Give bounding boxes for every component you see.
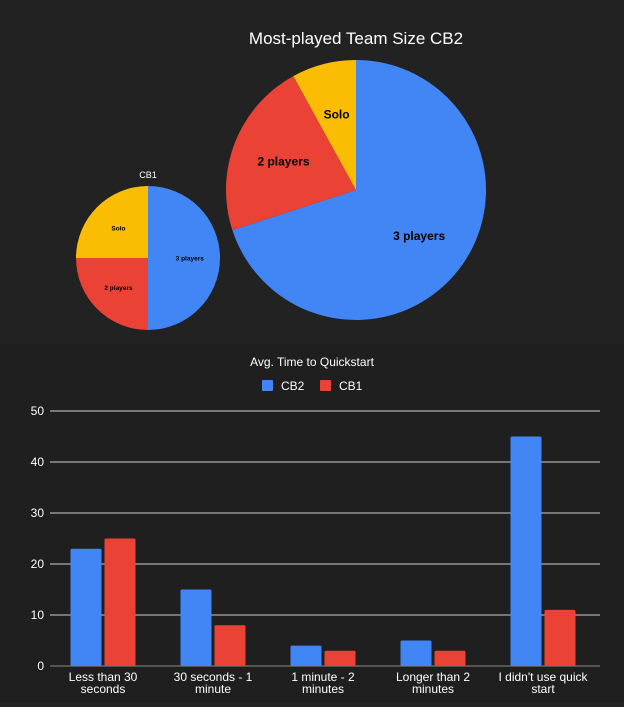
bar-cb2 [400,640,432,666]
bar-cb1 [214,625,246,666]
pie-slice-solo [293,60,356,190]
bar-cb2 [180,589,212,666]
pie-cb2-title: Most-played Team Size CB2 [249,29,463,48]
pie-slice-label: Solo [324,108,350,122]
y-tick-label: 40 [31,455,45,469]
pie-slice-label: 2 players [257,154,309,168]
x-category-label: 30 seconds - 1 [174,670,253,684]
bar-cb2 [510,436,542,666]
bar-cb1 [544,609,576,666]
pie-cb1-title: CB1 [139,170,157,180]
pie-slice-label: 2 players [104,285,133,292]
x-category-label: minutes [412,682,454,696]
bar-chart-title: Avg. Time to Quickstart [250,355,374,369]
bar-cb1 [324,650,356,666]
y-axis-ticks: 0 10 20 30 40 50 [31,404,45,673]
bar-chart-bars [70,436,576,666]
pie-cb1: 3 players 2 players Solo [76,186,220,330]
legend-swatch-cb2 [262,380,273,391]
x-category-label: Longer than 2 [396,670,470,684]
y-tick-label: 50 [31,404,45,418]
pie-charts-svg: Most-played Team Size CB2 CB1 3 players 2… [76,29,486,330]
bar-chart-panel: Avg. Time to Quickstart CB2 CB1 0 10 20 30 40… [0,344,624,702]
pie-cb2: 3 players 2 players Solo [226,60,486,320]
pie-slice-solo [76,186,148,258]
legend-label-cb1: CB1 [339,379,363,393]
x-category-label: start [531,682,555,696]
bar-cb1 [104,538,136,666]
bar-chart-svg: Avg. Time to Quickstart CB2 CB1 0 10 20 30 40… [31,355,600,696]
legend-swatch-cb1 [320,380,331,391]
bar-cb2 [70,548,102,666]
x-category-label: I didn't use quick [498,670,588,684]
pie-slice-3-players [148,186,220,330]
bar-cb2 [290,645,322,666]
pie-slice-label: 3 players [393,229,445,243]
x-category-label: 1 minute - 2 [291,670,355,684]
pie-charts-panel: Most-played Team Size CB2 CB1 3 players 2… [0,0,624,348]
x-category-label: Less than 30 [69,670,138,684]
bar-cb1 [434,650,466,666]
pie-slice-label: 3 players [176,255,205,262]
x-category-label: seconds [81,682,126,696]
bar-chart-grid [50,410,600,667]
y-tick-label: 10 [31,608,45,622]
y-tick-label: 30 [31,506,45,520]
pie-slice-3-players [232,60,486,320]
pie-slice-2-players [76,258,148,330]
legend-label-cb2: CB2 [281,379,305,393]
y-tick-label: 0 [37,659,44,673]
bar-chart-legend: CB2 CB1 [262,379,363,393]
x-category-label: minutes [302,682,344,696]
pie-slice-label: Solo [111,226,125,233]
y-tick-label: 20 [31,557,45,571]
pie-slice-2-players [226,76,356,231]
x-category-label: minute [195,682,231,696]
